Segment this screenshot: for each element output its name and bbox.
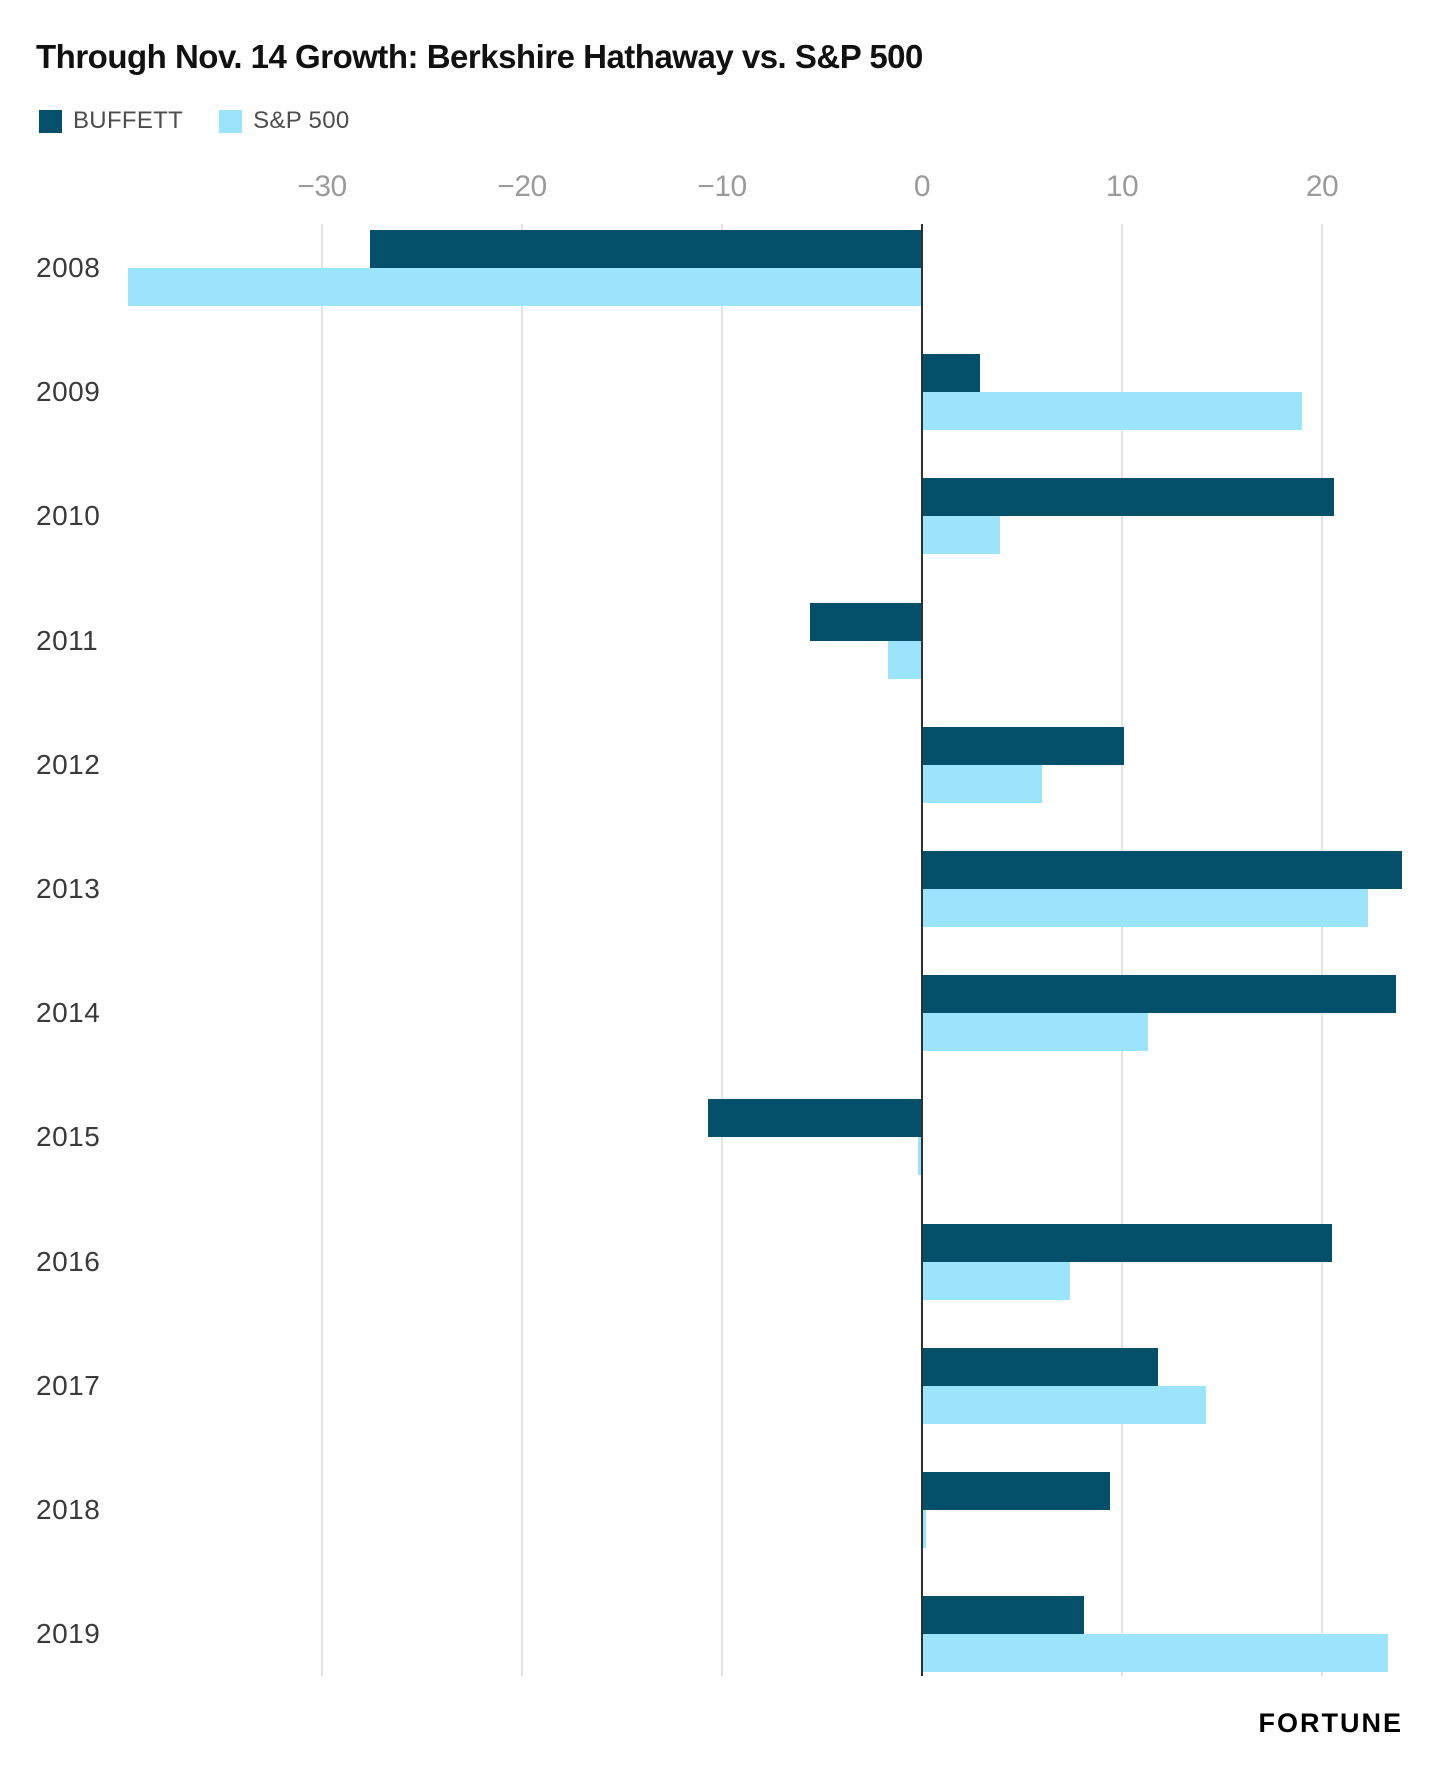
plot-area — [128, 224, 1404, 1676]
year-label-2012: 2012 — [36, 748, 101, 780]
year-label-2017: 2017 — [36, 1369, 101, 1401]
bar-buffett-2014 — [922, 975, 1396, 1014]
year-label-2019: 2019 — [36, 1618, 101, 1650]
bar-buffett-2008 — [370, 230, 922, 268]
bar-buffett-2017 — [922, 1347, 1158, 1386]
bar-sp500-2012 — [922, 764, 1042, 803]
x-tick-label: −10 — [697, 170, 747, 203]
x-tick-label: 20 — [1305, 170, 1339, 203]
bar-sp500-2019 — [922, 1634, 1388, 1673]
zero-axis-line — [921, 224, 923, 1676]
bar-sp500-2015 — [918, 1137, 922, 1176]
gridline — [1321, 224, 1323, 1676]
year-label-2013: 2013 — [36, 873, 101, 904]
gridline — [721, 224, 723, 1676]
bar-buffett-2016 — [922, 1223, 1332, 1262]
legend-label-buffett: BUFFETT — [73, 107, 184, 134]
x-tick-label: −30 — [297, 170, 347, 203]
bar-buffett-2010 — [922, 478, 1334, 517]
legend-item-sp500: S&P 500 — [219, 107, 349, 135]
year-label-2018: 2018 — [36, 1494, 101, 1525]
bar-sp500-2013 — [922, 889, 1368, 927]
year-label-2014: 2014 — [36, 997, 101, 1029]
bar-sp500-2014 — [922, 1013, 1148, 1052]
bar-buffett-2018 — [922, 1472, 1110, 1510]
gridline — [321, 224, 323, 1676]
gridline — [521, 224, 523, 1676]
legend: BUFFETT S&P 500 — [39, 107, 386, 135]
bar-buffett-2012 — [922, 726, 1124, 765]
bar-buffett-2019 — [922, 1596, 1084, 1635]
gridline — [1121, 224, 1123, 1676]
year-label-2011: 2011 — [36, 624, 99, 656]
x-tick-label: 0 — [913, 170, 931, 203]
year-label-2016: 2016 — [36, 1245, 101, 1277]
legend-swatch-buffett-icon — [39, 109, 62, 133]
year-label-2010: 2010 — [36, 500, 101, 532]
bar-sp500-2017 — [922, 1385, 1206, 1424]
chart-title: Through Nov. 14 Growth: Berkshire Hathaw… — [36, 38, 923, 75]
bar-buffett-2011 — [810, 602, 922, 641]
bar-sp500-2011 — [888, 640, 922, 679]
legend-item-buffett: BUFFETT — [39, 107, 183, 135]
year-label-2015: 2015 — [36, 1121, 101, 1153]
year-label-2008: 2008 — [36, 252, 101, 283]
bar-sp500-2018 — [922, 1510, 926, 1548]
year-label-2009: 2009 — [36, 376, 101, 408]
bar-sp500-2010 — [922, 516, 1000, 555]
legend-label-sp500: S&P 500 — [253, 107, 350, 134]
bar-sp500-2009 — [922, 392, 1302, 431]
fortune-logo: FORTUNE — [1258, 1708, 1403, 1738]
bar-sp500-2008 — [128, 268, 922, 306]
bar-buffett-2009 — [922, 354, 980, 393]
bar-sp500-2016 — [922, 1261, 1070, 1300]
bar-buffett-2013 — [922, 851, 1402, 889]
bar-buffett-2015 — [708, 1099, 922, 1138]
legend-swatch-sp500-icon — [219, 109, 243, 133]
x-tick-label: −20 — [497, 170, 547, 203]
x-tick-label: 10 — [1105, 170, 1139, 203]
